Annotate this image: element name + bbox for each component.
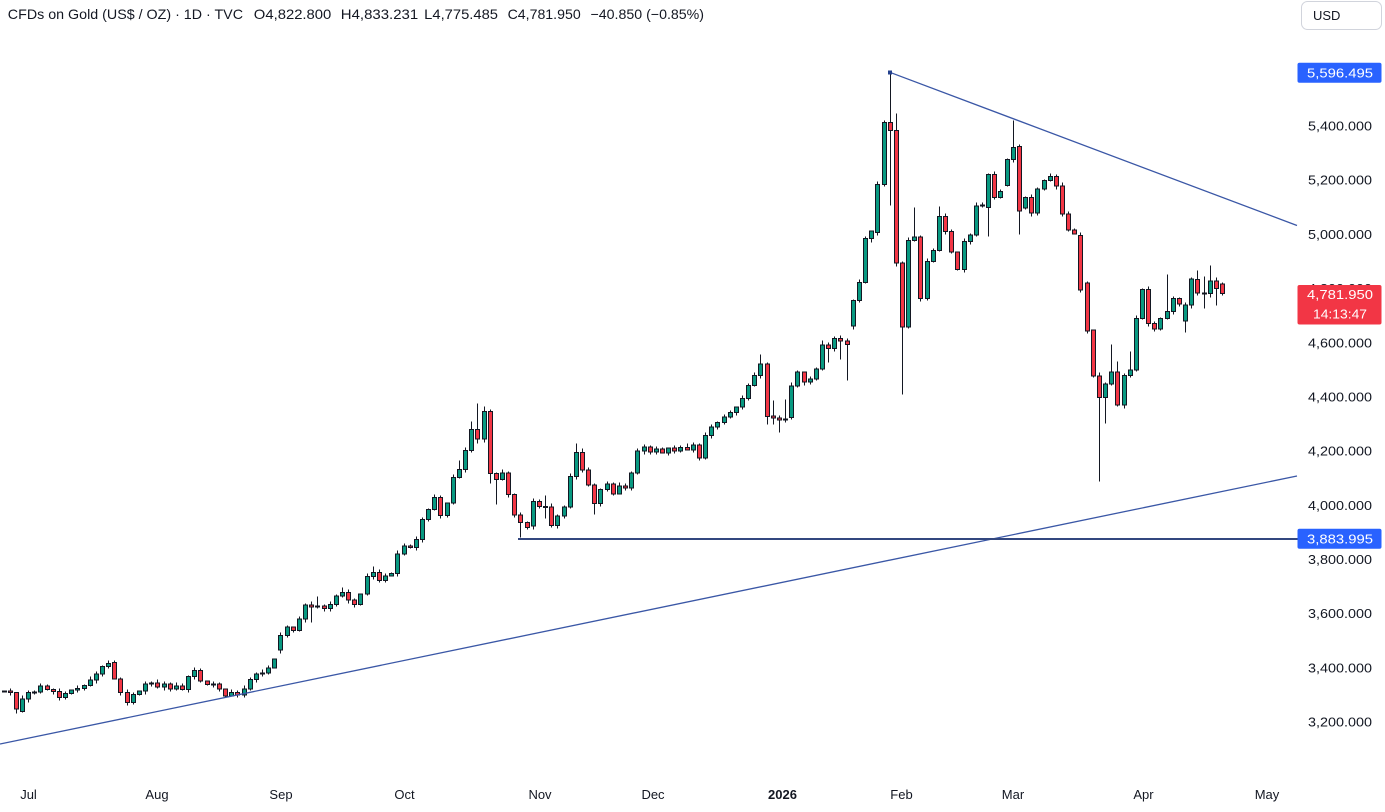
svg-text:3,200.000: 3,200.000: [1308, 715, 1372, 730]
svg-text:4,000.000: 4,000.000: [1308, 498, 1372, 513]
svg-text:4,400.000: 4,400.000: [1308, 390, 1372, 405]
svg-text:5,000.000: 5,000.000: [1308, 227, 1372, 242]
svg-text:USD: USD: [1313, 8, 1340, 23]
svg-text:Sep: Sep: [269, 787, 292, 802]
svg-text:Apr: Apr: [1133, 787, 1154, 802]
svg-text:2026: 2026: [768, 787, 797, 802]
svg-text:Jul: Jul: [20, 787, 37, 802]
svg-text:Feb: Feb: [890, 787, 912, 802]
svg-text:L4,775.485: L4,775.485: [424, 6, 498, 22]
svg-text:Mar: Mar: [1002, 787, 1025, 802]
svg-text:Dec: Dec: [641, 787, 665, 802]
svg-text:C4,781.950: C4,781.950: [508, 6, 581, 22]
svg-text:CFDs on Gold (US$ / OZ) · 1D ·: CFDs on Gold (US$ / OZ) · 1D · TVC: [8, 6, 243, 22]
svg-text:3,400.000: 3,400.000: [1308, 660, 1372, 675]
svg-text:Oct: Oct: [394, 787, 415, 802]
svg-text:4,600.000: 4,600.000: [1308, 335, 1372, 350]
svg-text:3,800.000: 3,800.000: [1308, 552, 1372, 567]
svg-text:5,200.000: 5,200.000: [1308, 173, 1372, 188]
svg-text:−40.850 (−0.85%): −40.850 (−0.85%): [591, 6, 705, 22]
svg-text:O4,822.800: O4,822.800: [254, 6, 332, 22]
svg-text:4,781.950: 4,781.950: [1307, 287, 1373, 302]
svg-text:14:13:47: 14:13:47: [1313, 307, 1367, 322]
svg-text:4,200.000: 4,200.000: [1308, 444, 1372, 459]
svg-text:Aug: Aug: [145, 787, 168, 802]
svg-text:3,883.995: 3,883.995: [1307, 531, 1373, 546]
svg-text:May: May: [1255, 787, 1280, 802]
svg-text:Nov: Nov: [528, 787, 552, 802]
svg-text:3,600.000: 3,600.000: [1308, 606, 1372, 621]
svg-text:5,596.495: 5,596.495: [1307, 65, 1373, 80]
svg-text:5,400.000: 5,400.000: [1308, 119, 1372, 134]
svg-text:H4,833.231: H4,833.231: [341, 6, 419, 22]
